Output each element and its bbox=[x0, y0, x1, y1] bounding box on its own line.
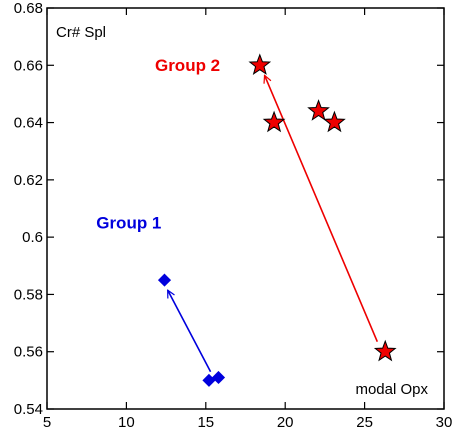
x-tick-label: 10 bbox=[118, 414, 135, 431]
x-tick-label: 30 bbox=[436, 414, 453, 431]
x-tick-label: 15 bbox=[197, 414, 214, 431]
y-tick-label: 0.56 bbox=[14, 344, 43, 361]
data-points bbox=[157, 53, 397, 387]
group-2-star-point bbox=[262, 110, 286, 133]
axis-ticks: 5 10 15 20 25 30 0.54 0.56 0.58 0.6 0.62 0.64 0.66 0.… bbox=[14, 0, 453, 431]
x-tick-label: 5 bbox=[43, 414, 51, 431]
x-axis-label: modal Opx bbox=[355, 381, 428, 398]
group-label: Group 2 bbox=[155, 56, 220, 75]
group-2-star-point bbox=[307, 99, 330, 121]
group-1-diamond-point bbox=[211, 370, 226, 385]
group-1-diamond-point bbox=[202, 373, 216, 387]
y-tick-label: 0.54 bbox=[14, 401, 43, 418]
y-axis-label: Cr# Spl bbox=[56, 24, 106, 41]
x-tick-label: 20 bbox=[277, 414, 294, 431]
group-1-arrow bbox=[166, 290, 212, 373]
group-2-star-point bbox=[323, 110, 346, 133]
y-tick-label: 0.66 bbox=[14, 57, 43, 74]
group-label: Group 1 bbox=[96, 214, 161, 233]
y-tick-label: 0.6 bbox=[22, 229, 43, 246]
group-1-diamond-point bbox=[157, 273, 172, 287]
plot-frame bbox=[46, 7, 445, 410]
y-tick-label: 0.68 bbox=[14, 0, 43, 17]
chart-labels: Group 1 Group 2 bbox=[96, 56, 220, 233]
y-tick-label: 0.64 bbox=[14, 115, 43, 132]
group-2-star-point bbox=[248, 53, 272, 75]
y-tick-label: 0.58 bbox=[14, 286, 43, 303]
y-tick-label: 0.62 bbox=[14, 172, 43, 189]
x-tick-label: 25 bbox=[356, 414, 373, 431]
group-2-star-point bbox=[373, 339, 397, 362]
